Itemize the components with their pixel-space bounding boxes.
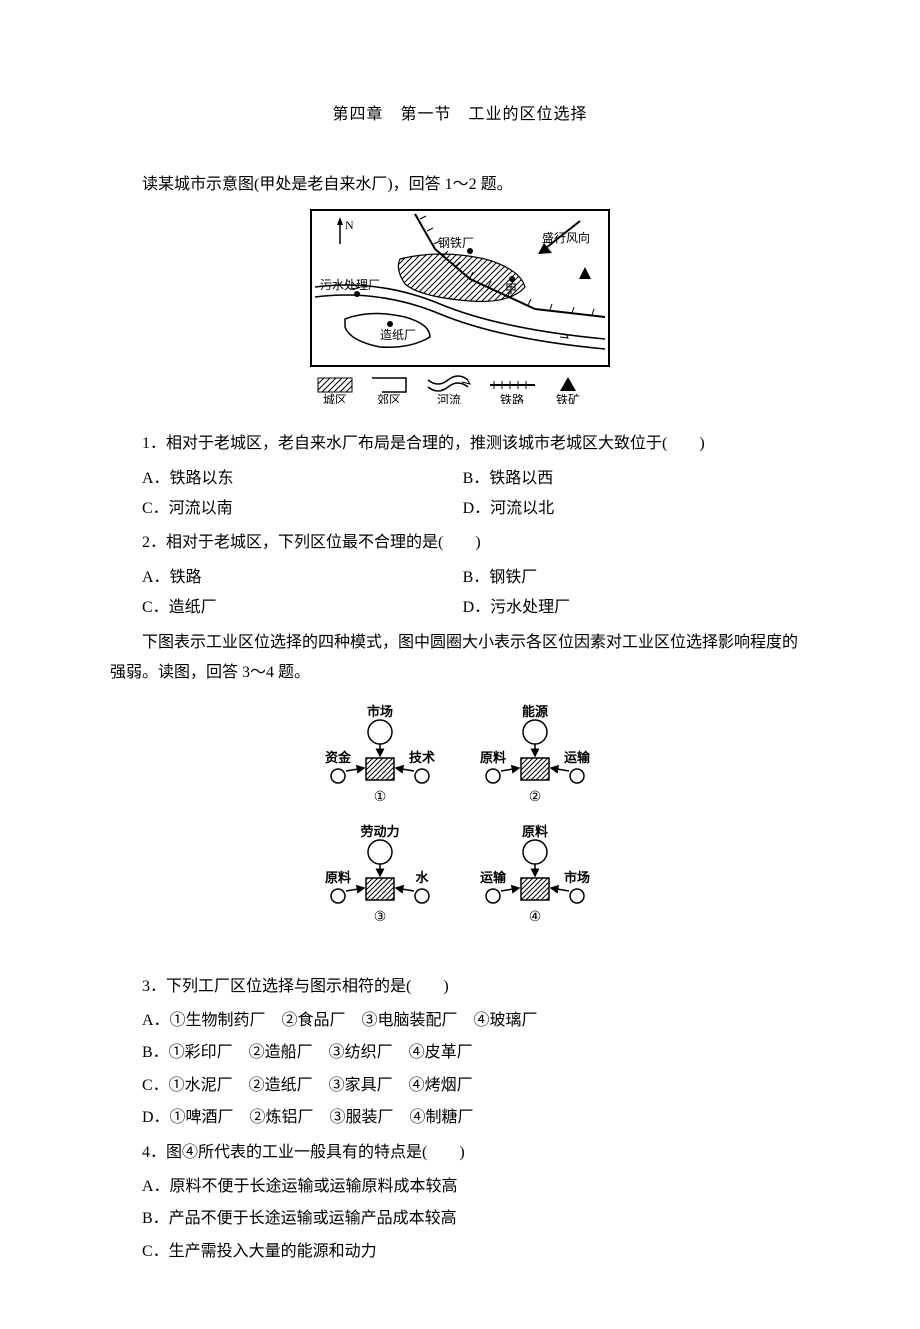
m4-left: 运输: [480, 870, 507, 885]
m3-left: 原料: [325, 870, 351, 885]
q4-stem: 4．图④所代表的工业一般具有的特点是( ): [110, 1138, 810, 1168]
jia-label: 甲: [505, 282, 517, 296]
modes-svg: 市场 资金 技术 ① 能源 原料 运输: [300, 696, 620, 946]
m3-num: ③: [374, 910, 387, 925]
q3-opt-c: C．①水泥厂 ②造纸厂 ③家具厂 ④烤烟厂: [110, 1071, 810, 1101]
intro-1: 读某城市示意图(甲处是老自来水厂)，回答 1～2 题。: [110, 170, 810, 200]
m3-top: 劳动力: [360, 824, 399, 839]
q1-options: A．铁路以东 B．铁路以西 C．河流以南 D．河流以北: [110, 464, 810, 525]
q1-opt-b: B．铁路以西: [463, 464, 784, 494]
north-label: N: [345, 218, 354, 232]
legend-rail: 铁路: [500, 392, 524, 404]
q4-opt-a: A．原料不便于长途运输或运输原料成本较高: [110, 1172, 810, 1202]
q2-opt-a: A．铁路: [142, 563, 463, 593]
paper-label: 造纸厂: [380, 328, 416, 342]
q1-opt-a: A．铁路以东: [142, 464, 463, 494]
q1-stem: 1．相对于老城区，老自来水厂布局是合理的，推测该城市老城区大致位于( ): [110, 429, 810, 459]
q1-opt-c: C．河流以南: [142, 494, 463, 524]
m2-top: 能源: [522, 704, 548, 719]
q3-opt-b: B．①彩印厂 ②造船厂 ③纺织厂 ④皮革厂: [110, 1038, 810, 1068]
q2-opt-b: B．钢铁厂: [463, 563, 784, 593]
m1-right: 技术: [409, 750, 435, 765]
legend-river: 河流: [437, 393, 461, 404]
q4-opt-c: C．生产需投入大量的能源和动力: [110, 1237, 810, 1267]
m1-left: 资金: [325, 750, 352, 765]
q2-options: A．铁路 B．钢铁厂 C．造纸厂 D．污水处理厂: [110, 563, 810, 624]
city-map-svg: N 盛行风向: [310, 209, 610, 404]
m3-right: 水: [415, 870, 429, 885]
legend-mine: 铁矿: [556, 393, 580, 404]
legend-urban: 城区: [323, 393, 347, 404]
q3-opt-a: A．①生物制药厂 ②食品厂 ③电脑装配厂 ④玻璃厂: [110, 1006, 810, 1036]
q4-opt-b: B．产品不便于长途运输或运输产品成本较高: [110, 1204, 810, 1234]
worksheet-page: 第四章 第一节 工业的区位选择 读某城市示意图(甲处是老自来水厂)，回答 1～2…: [0, 0, 920, 1329]
q2-stem: 2．相对于老城区，下列区位最不合理的是( ): [110, 528, 810, 558]
city-map-figure: N 盛行风向: [110, 209, 810, 415]
wind-label: 盛行风向: [542, 230, 590, 245]
m4-top: 原料: [522, 824, 548, 839]
q2-opt-d: D．污水处理厂: [463, 593, 784, 623]
m4-right: 市场: [564, 870, 590, 885]
modes-figure: 市场 资金 技术 ① 能源 原料 运输: [110, 696, 810, 957]
q3-opt-d: D．①啤酒厂 ②炼铝厂 ③服装厂 ④制糖厂: [110, 1103, 810, 1133]
m2-num: ②: [529, 790, 542, 805]
q3-stem: 3．下列工厂区位选择与图示相符的是( ): [110, 972, 810, 1002]
m2-left: 原料: [480, 750, 506, 765]
m4-num: ④: [529, 910, 542, 925]
q2-opt-c: C．造纸厂: [142, 593, 463, 623]
page-title: 第四章 第一节 工业的区位选择: [110, 100, 810, 130]
legend-suburb: 郊区: [377, 393, 401, 404]
steel-label: 钢铁厂: [438, 236, 474, 250]
q1-opt-d: D．河流以北: [463, 494, 784, 524]
m1-top: 市场: [367, 704, 393, 719]
m1-num: ①: [374, 790, 387, 805]
m2-right: 运输: [564, 750, 591, 765]
sewage-label: 污水处理厂: [320, 278, 380, 292]
intro-2: 下图表示工业区位选择的四种模式，图中圆圈大小表示各区位因素对工业区位选择影响程度…: [110, 628, 810, 689]
